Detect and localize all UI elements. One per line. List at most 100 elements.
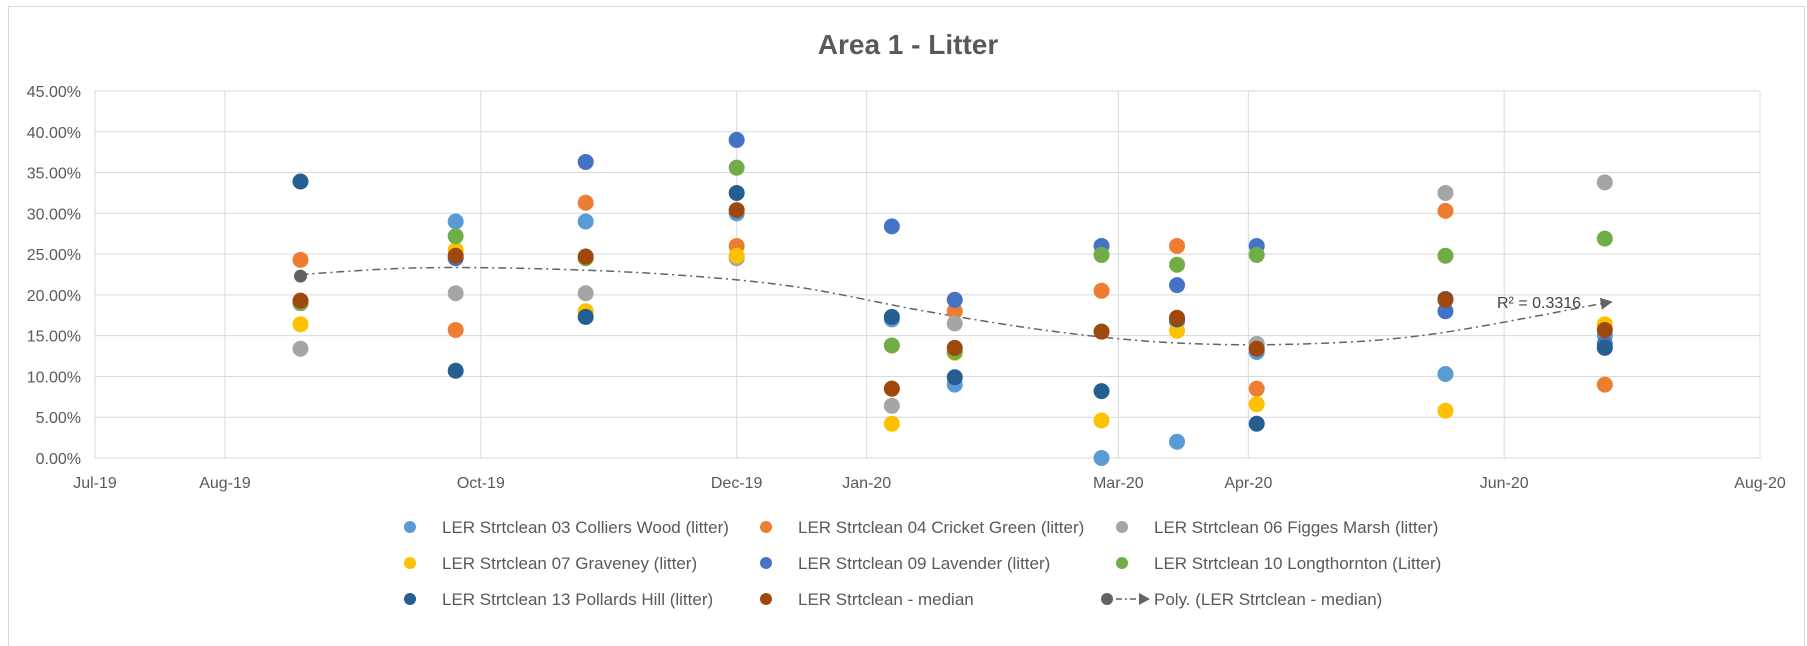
data-point — [883, 218, 900, 235]
data-point — [946, 303, 963, 320]
legend-label: LER Strtclean - median — [798, 590, 974, 609]
legend-marker — [404, 557, 416, 569]
data-point — [1248, 415, 1265, 432]
data-point — [1437, 365, 1454, 382]
data-point — [883, 337, 900, 354]
data-point — [1596, 376, 1613, 393]
legend-marker — [1101, 593, 1113, 605]
chart-frame — [8, 6, 1805, 646]
data-point — [292, 292, 309, 309]
data-point — [447, 362, 464, 379]
x-tick-label: Jun-20 — [1480, 475, 1529, 492]
data-point — [1093, 450, 1110, 466]
y-tick-label: 20.00% — [27, 288, 81, 305]
y-tick-label: 35.00% — [27, 166, 81, 183]
data-point — [883, 380, 900, 397]
y-tick-label: 15.00% — [27, 329, 81, 346]
legend-label: LER Strtclean 10 Longthornton (Litter) — [1154, 554, 1441, 573]
data-point — [946, 369, 963, 386]
trendline-path — [300, 266, 1605, 346]
trendline-arrow — [1599, 297, 1613, 310]
legend-marker — [760, 521, 772, 533]
data-point — [1596, 230, 1613, 247]
data-point — [292, 340, 309, 357]
legend-marker — [404, 593, 416, 605]
legend-marker — [760, 557, 772, 569]
x-tick-label: Aug-20 — [1734, 475, 1786, 492]
data-point — [1169, 256, 1186, 273]
data-point — [447, 285, 464, 302]
data-point — [1248, 396, 1265, 413]
data-point — [1596, 174, 1613, 191]
data-point — [883, 308, 900, 325]
legend-label: LER Strtclean 07 Graveney (litter) — [442, 554, 697, 573]
legend-label: LER Strtclean 13 Pollards Hill (litter) — [442, 590, 713, 609]
y-tick-label: 45.00% — [27, 84, 81, 101]
x-tick-label: Jan-20 — [842, 475, 891, 492]
data-point — [728, 202, 745, 219]
legend-label: LER Strtclean 04 Cricket Green (litter) — [798, 518, 1084, 537]
y-tick-label: 5.00% — [36, 410, 81, 427]
x-tick-label: Oct-19 — [457, 475, 505, 492]
data-point — [577, 285, 594, 302]
legend-label: LER Strtclean 09 Lavender (litter) — [798, 554, 1050, 573]
data-point — [577, 308, 594, 325]
y-tick-label: 40.00% — [27, 125, 81, 142]
data-point — [577, 213, 594, 230]
data-point — [292, 173, 309, 190]
data-points — [292, 131, 1613, 466]
chart-title: Area 1 - Litter — [818, 29, 999, 60]
data-point — [728, 131, 745, 148]
x-tick-label: Dec-19 — [711, 475, 763, 492]
trendline — [294, 266, 1613, 346]
data-point — [577, 248, 594, 265]
legend-label: LER Strtclean 06 Figges Marsh (litter) — [1154, 518, 1438, 537]
data-point — [577, 194, 594, 211]
data-point — [292, 316, 309, 333]
legend-marker — [760, 593, 772, 605]
data-point — [1093, 383, 1110, 400]
data-point — [946, 339, 963, 356]
r-squared-label: R² = 0.3316 — [1497, 295, 1581, 312]
legend-marker — [1116, 557, 1128, 569]
data-point — [1437, 291, 1454, 308]
x-tick-label: Jul-19 — [73, 475, 117, 492]
data-point — [946, 291, 963, 308]
data-point — [883, 397, 900, 414]
chart: Area 1 - Litter 0.00% 5.00% 10.00% 15.00% 20… — [27, 29, 1786, 609]
x-tick-label: Mar-20 — [1093, 475, 1144, 492]
y-tick-label: 30.00% — [27, 206, 81, 223]
x-tick-label: Aug-19 — [199, 475, 251, 492]
data-point — [1169, 277, 1186, 294]
data-point — [447, 321, 464, 338]
y-tick-label: 10.00% — [27, 369, 81, 386]
data-point — [577, 153, 594, 170]
gridlines — [94, 90, 1761, 459]
data-point — [1596, 339, 1613, 356]
data-point — [728, 159, 745, 176]
data-point — [1093, 246, 1110, 263]
data-point — [447, 228, 464, 245]
data-point — [946, 315, 963, 332]
x-axis-ticks: Jul-19 Aug-19 Oct-19 Dec-19 Jan-20 Mar-20 Apr-… — [73, 475, 1786, 492]
data-point — [1437, 247, 1454, 264]
legend-marker — [1116, 521, 1128, 533]
data-point — [447, 247, 464, 264]
data-point — [1596, 321, 1613, 338]
data-point — [728, 184, 745, 201]
data-point — [292, 251, 309, 268]
y-axis-ticks: 0.00% 5.00% 10.00% 15.00% 20.00% 25.00% 30.00%… — [27, 84, 81, 468]
trendline-start-point — [294, 269, 308, 283]
x-tick-label: Apr-20 — [1224, 475, 1272, 492]
data-point — [883, 415, 900, 432]
legend: LER Strtclean 03 Colliers Wood (litter) L… — [404, 518, 1441, 609]
data-point — [1248, 340, 1265, 357]
legend-label: LER Strtclean 03 Colliers Wood (litter) — [442, 518, 729, 537]
data-point — [1169, 237, 1186, 254]
data-point — [447, 213, 464, 230]
data-point — [1437, 402, 1454, 419]
data-point — [1093, 282, 1110, 299]
data-point — [1437, 303, 1454, 320]
y-tick-label: 25.00% — [27, 247, 81, 264]
data-point — [1093, 323, 1110, 340]
